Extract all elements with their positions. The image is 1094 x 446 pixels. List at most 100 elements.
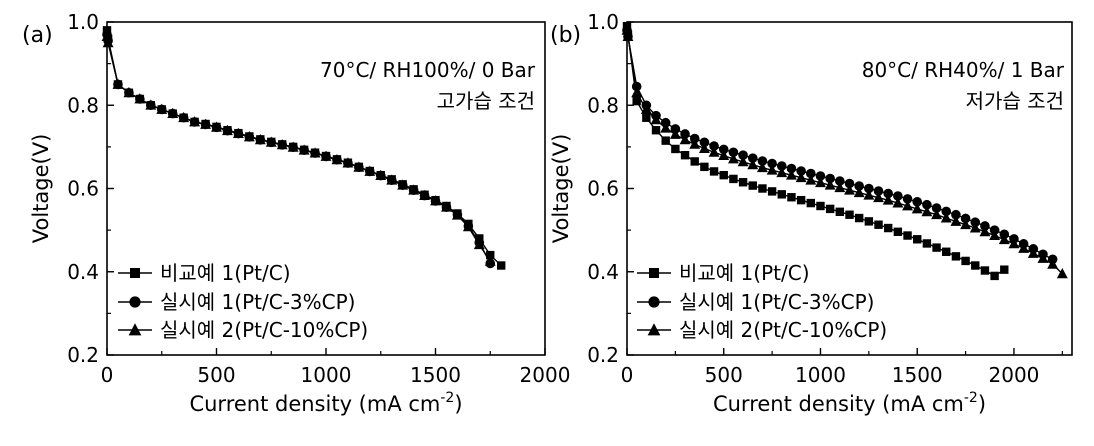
legend-label: 실시예 1(Pt/C-3%CP) xyxy=(679,290,874,314)
data-point xyxy=(940,212,952,223)
data-point xyxy=(621,24,633,35)
data-point xyxy=(375,169,387,181)
legend-label: 실시예 2(Pt/C-10%CP) xyxy=(679,318,887,342)
data-point xyxy=(776,166,788,178)
data-point xyxy=(786,163,797,174)
data-point xyxy=(747,158,759,170)
data-point xyxy=(911,203,923,214)
data-point xyxy=(932,243,941,252)
data-point xyxy=(931,203,942,213)
data-point xyxy=(661,136,670,145)
data-point xyxy=(386,174,398,185)
data-point xyxy=(700,162,709,172)
data-point xyxy=(863,189,875,200)
data-point xyxy=(699,137,710,148)
series-line xyxy=(626,30,1054,260)
data-point xyxy=(709,141,719,151)
x-tick-label: 0 xyxy=(621,363,634,387)
y-tick-label: 1.0 xyxy=(587,10,619,34)
data-point xyxy=(660,122,672,133)
data-point xyxy=(156,103,168,114)
x-axis-label: Current density (mA cm-2) xyxy=(713,390,986,416)
data-point xyxy=(632,96,641,106)
data-point xyxy=(669,128,681,139)
x-tick-label: 1000 xyxy=(795,363,846,387)
y-tick-label: 0.6 xyxy=(67,177,99,201)
data-point xyxy=(441,201,452,212)
data-point xyxy=(497,261,506,270)
data-point xyxy=(931,208,942,220)
data-point xyxy=(758,184,767,193)
legend-label: 비교예 1(Pt/C) xyxy=(160,261,291,285)
chart-panel-b: 0 500 1000 1500 2000 0.2 0.4 0.6 0.8 1.0(b) Voltag… xyxy=(549,10,1073,416)
legend-marker xyxy=(129,296,141,308)
data-point xyxy=(815,171,826,181)
data-point xyxy=(102,36,114,48)
data-point xyxy=(276,138,288,150)
data-point xyxy=(484,255,496,266)
data-point xyxy=(834,181,846,193)
y-tick-label: 0.2 xyxy=(67,343,99,367)
data-point xyxy=(298,144,310,155)
data-point xyxy=(309,147,321,158)
data-point xyxy=(806,198,816,208)
y-axis-label: Voltage(V) xyxy=(549,134,573,244)
legend-entry: 실시예 2(Pt/C-10%CP) xyxy=(637,318,887,342)
data-point xyxy=(950,215,962,226)
data-point xyxy=(486,250,495,260)
data-point xyxy=(893,191,903,201)
data-point xyxy=(729,174,738,184)
data-point xyxy=(728,147,739,158)
data-point xyxy=(767,158,777,169)
data-point xyxy=(408,184,420,195)
data-point xyxy=(1000,265,1009,274)
data-point xyxy=(727,153,739,164)
data-point xyxy=(844,178,855,189)
legend-marker xyxy=(647,323,661,336)
data-point xyxy=(892,197,904,208)
data-point xyxy=(698,142,710,153)
data-point xyxy=(971,261,980,270)
data-point xyxy=(902,194,913,204)
data-point xyxy=(883,223,893,233)
data-point xyxy=(806,168,816,179)
data-point xyxy=(651,126,661,135)
data-point xyxy=(767,187,777,196)
data-point xyxy=(718,149,730,161)
data-point xyxy=(331,153,343,165)
x-tick-label: 2000 xyxy=(989,363,1040,387)
data-point xyxy=(718,144,729,155)
data-point xyxy=(913,235,922,244)
data-point xyxy=(1056,268,1068,279)
data-point xyxy=(844,184,855,195)
x-tick-label: 500 xyxy=(705,363,743,387)
data-point xyxy=(921,205,933,217)
data-point xyxy=(805,174,817,185)
chart-panel-a: 0 500 1000 1500 2000 0.2 0.4 0.6 0.8 1.0 (a) Voltag… xyxy=(22,10,570,416)
data-point xyxy=(854,181,864,191)
y-tick-label: 0.4 xyxy=(587,260,619,284)
x-tick-label: 1500 xyxy=(892,363,943,387)
data-point xyxy=(1008,238,1020,249)
data-point xyxy=(903,231,912,240)
data-point xyxy=(650,113,662,125)
data-point xyxy=(824,179,836,190)
data-point xyxy=(873,186,884,196)
data-point xyxy=(451,209,463,220)
data-point xyxy=(825,204,835,214)
condition-annotation: 70°C/ RH100%/ 0 Bar xyxy=(320,58,536,82)
legend-entry: 비교예 1(Pt/C) xyxy=(637,261,810,285)
legend-entry: 실시예 1(Pt/C-3%CP) xyxy=(118,290,355,314)
data-point xyxy=(397,179,409,190)
legend-marker xyxy=(648,296,660,308)
data-point xyxy=(941,206,952,217)
data-point xyxy=(922,239,932,248)
x-axis-label: Current density (mA cm-2) xyxy=(189,390,462,416)
data-point xyxy=(462,220,474,232)
data-point xyxy=(642,113,651,122)
condition-annotation-korean: 고가습 조건 xyxy=(437,89,535,113)
data-point xyxy=(796,166,806,176)
data-point xyxy=(430,195,441,206)
data-point xyxy=(1018,242,1030,253)
